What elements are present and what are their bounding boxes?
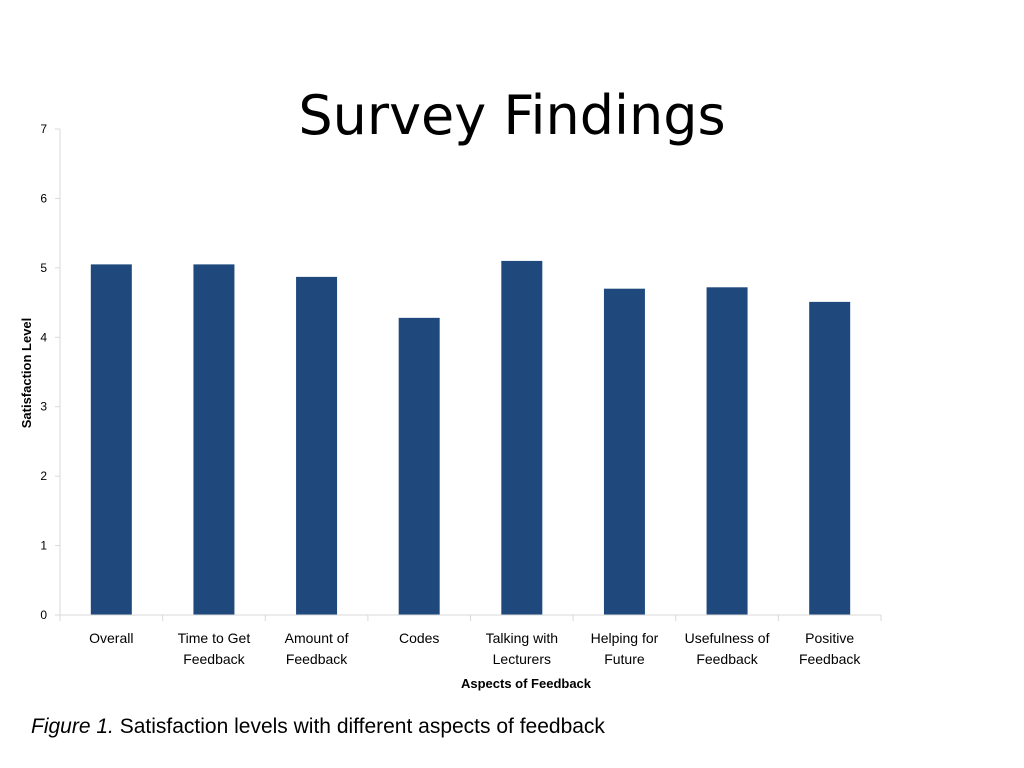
bar (809, 301, 851, 615)
bar (706, 287, 748, 615)
bar (90, 264, 132, 615)
x-category-label: Talking with Lecturers (486, 630, 558, 667)
x-axis-ticks (59, 615, 882, 621)
bars (90, 260, 851, 615)
bar (603, 288, 645, 615)
x-category-label: Helping for Future (591, 630, 659, 667)
y-axis-title: Satisfaction Level (19, 318, 34, 429)
y-axis-ticks (55, 128, 60, 616)
figure-label: Figure 1. (31, 715, 114, 738)
slide-title: Survey Findings (298, 84, 726, 147)
bar (398, 317, 440, 615)
x-category-label: Positive Feedback (799, 630, 861, 667)
y-tick-label: 3 (40, 400, 47, 414)
y-tick-label: 7 (40, 122, 47, 136)
x-category-label: Amount of Feedback (285, 630, 349, 667)
figure-caption-text: Satisfaction levels with different aspec… (119, 715, 605, 738)
y-tick-label: 6 (40, 191, 47, 205)
x-category-label: Time to Get Feedback (178, 630, 251, 667)
x-category-label: Codes (399, 630, 439, 646)
bar (501, 260, 543, 615)
y-tick-label: 5 (40, 261, 47, 275)
x-category-labels: Overall Time to Get Feedback Amount of Feedb… (89, 630, 861, 667)
bar (296, 276, 338, 615)
y-tick-label: 4 (40, 330, 47, 344)
y-tick-label: 0 (40, 608, 47, 622)
x-category-label: Usefulness of Feedback (685, 630, 770, 667)
bar (193, 264, 235, 615)
y-tick-labels: 0 1 2 3 4 5 6 7 (40, 122, 47, 622)
y-tick-label: 1 (40, 539, 47, 553)
x-category-label: Overall (89, 630, 133, 646)
figure-caption: Figure 1. Satisfaction levels with diffe… (31, 712, 605, 742)
axes (59, 129, 881, 616)
x-axis-title: Aspects of Feedback (461, 676, 592, 691)
y-tick-label: 2 (40, 469, 47, 483)
